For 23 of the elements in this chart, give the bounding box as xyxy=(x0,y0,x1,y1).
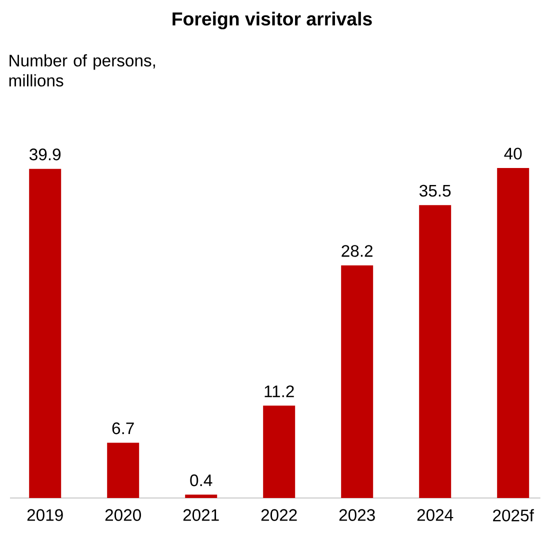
chart-title: Foreign visitor arrivals xyxy=(172,12,372,30)
data-label: 40 xyxy=(504,148,522,160)
x-tick-label: 2025f xyxy=(493,509,534,522)
x-tick-label: 2022 xyxy=(261,509,297,521)
y-axis-title: Number of persons, millions xyxy=(9,54,155,86)
x-tick-label: 2021 xyxy=(183,509,219,521)
data-label: 6.7 xyxy=(112,422,134,434)
x-tick-label: 2023 xyxy=(339,509,375,521)
bar xyxy=(185,494,218,498)
x-tick-label: 2019 xyxy=(27,509,63,521)
data-label: 28.2 xyxy=(342,245,372,257)
bar xyxy=(497,168,530,498)
bar xyxy=(29,168,62,498)
x-tick-label: 2024 xyxy=(417,509,454,521)
data-label: 0.4 xyxy=(190,474,212,486)
data-label: 35.5 xyxy=(420,184,451,197)
data-label: 11.2 xyxy=(264,385,294,398)
x-tick-label: 2020 xyxy=(105,509,141,521)
data-label: 39.9 xyxy=(30,148,61,160)
bar xyxy=(341,265,374,498)
bar xyxy=(419,205,452,498)
bar xyxy=(107,442,140,498)
bar xyxy=(263,406,296,498)
